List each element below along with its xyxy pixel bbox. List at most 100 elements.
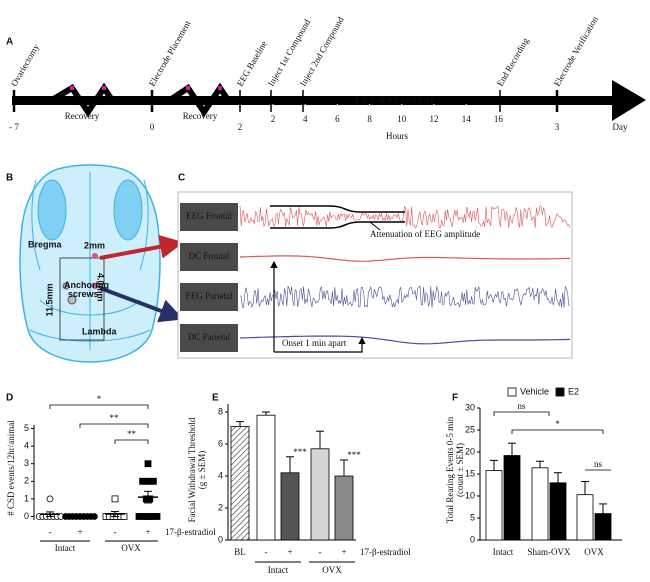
bar bbox=[594, 513, 612, 541]
x-tick-label: + bbox=[77, 527, 82, 537]
zigzag bbox=[50, 82, 115, 118]
trace-label: EEG Parietal bbox=[185, 291, 233, 301]
trace-label: EEG Frontal bbox=[186, 211, 232, 221]
y-tick-label: 5 bbox=[24, 423, 29, 433]
day-tick: 2 bbox=[238, 122, 243, 132]
y-tick-label: 25 bbox=[465, 424, 475, 434]
x-tick-label: + bbox=[145, 527, 150, 537]
group-label: OVX bbox=[322, 565, 342, 575]
y-tick-label: 0 bbox=[24, 511, 29, 521]
trace bbox=[239, 205, 571, 229]
marker bbox=[186, 86, 190, 90]
y-tick-label: 8 bbox=[218, 406, 223, 416]
skull-label: 11.5mm bbox=[44, 283, 54, 316]
onset-bracket bbox=[274, 336, 366, 353]
marker bbox=[218, 86, 222, 90]
skull-suture bbox=[29, 179, 151, 342]
y-axis-label: Total Rearing Events 0-5 min(count ± SEM… bbox=[445, 416, 465, 523]
bar bbox=[280, 472, 300, 541]
event-label: Ovariectomy bbox=[9, 42, 41, 88]
skull-diagram: B bbox=[6, 164, 184, 363]
panel-letter: B bbox=[6, 173, 13, 184]
y-tick-label: 2 bbox=[24, 476, 29, 486]
significance-bracket bbox=[49, 404, 149, 409]
hour-tick-label: 16 bbox=[494, 114, 504, 124]
arrow-frontal bbox=[99, 234, 184, 260]
significance-bracket bbox=[511, 429, 604, 434]
panel-letter: E bbox=[212, 393, 219, 404]
trace-frame bbox=[177, 191, 573, 359]
data-point bbox=[146, 495, 154, 503]
data-point bbox=[46, 495, 54, 503]
recording-label: E E G R e c o r d i n g bbox=[355, 95, 435, 105]
trace-label-box bbox=[180, 203, 238, 231]
hour-tick-label: 6 bbox=[335, 114, 340, 124]
day-label: Day bbox=[613, 122, 628, 132]
x-tick-label: + bbox=[341, 547, 346, 557]
timeline: A bbox=[6, 37, 646, 121]
y-tick-label: 1 bbox=[24, 493, 29, 503]
hours-label: Hours bbox=[386, 131, 408, 141]
treatment-label: 17-β-estradiol bbox=[165, 527, 216, 537]
legend-swatch bbox=[507, 387, 517, 397]
data-point bbox=[153, 513, 161, 520]
group-label: Intact bbox=[55, 543, 76, 553]
bar bbox=[531, 467, 549, 541]
event-label: Electrode Verification bbox=[552, 14, 600, 88]
x-tick-label: OVX bbox=[584, 547, 604, 557]
bar bbox=[576, 494, 594, 541]
x-tick-label: - bbox=[319, 547, 322, 557]
bar bbox=[230, 425, 250, 541]
y-tick-label: 4 bbox=[218, 470, 223, 480]
hour-tick-label: 12 bbox=[430, 114, 439, 124]
skull-feature bbox=[37, 179, 67, 241]
skull-label: 4.0mm bbox=[96, 273, 106, 302]
data-point bbox=[91, 513, 98, 520]
significance-label: ns bbox=[517, 401, 526, 411]
electrode bbox=[92, 253, 98, 259]
group-label: Intact bbox=[268, 565, 289, 575]
significance-bracket bbox=[114, 439, 149, 444]
trace bbox=[239, 335, 571, 345]
envelope bbox=[270, 205, 405, 229]
hour-tick-label: 4 bbox=[303, 114, 308, 124]
y-axis-label: # CSD events/12hr/animal bbox=[6, 420, 16, 516]
group-label: OVX bbox=[121, 543, 141, 553]
event-label: End Recording bbox=[495, 36, 531, 88]
measure-box bbox=[59, 257, 105, 341]
significance-label: * bbox=[97, 394, 102, 404]
timeline-arrowhead bbox=[612, 80, 646, 121]
significance-label: ns bbox=[594, 459, 603, 469]
x-tick-label: Intact bbox=[493, 547, 514, 557]
y-axis-label: Facial Withdrawal Threshold(g ± SEM) bbox=[187, 417, 207, 522]
bar bbox=[256, 414, 276, 541]
significance-label: ** bbox=[127, 429, 137, 439]
onset-label: Onset 1 min apart bbox=[282, 338, 347, 348]
treatment-label: 17-β-estradiol bbox=[360, 547, 411, 557]
day-tick: 0 bbox=[150, 122, 155, 132]
skull-label: Anchoring screws bbox=[64, 280, 109, 299]
arrow-parietal bbox=[99, 286, 184, 323]
significance-label: *** bbox=[347, 450, 361, 460]
data-point bbox=[149, 477, 157, 485]
significance-bracket bbox=[79, 423, 149, 428]
trace bbox=[239, 285, 571, 309]
legend-label: E2 bbox=[568, 386, 579, 396]
data-point bbox=[111, 495, 119, 503]
x-tick-label: - bbox=[114, 527, 117, 537]
skull-label: 2mm bbox=[84, 240, 105, 250]
trace-label-box bbox=[180, 243, 238, 271]
marker bbox=[70, 86, 74, 90]
x-tick-label: - bbox=[265, 547, 268, 557]
x-tick-label: Sham-OVX bbox=[528, 547, 571, 557]
trace-label-box bbox=[180, 324, 238, 352]
hour-tick-label: 10 bbox=[397, 114, 407, 124]
callout bbox=[369, 221, 381, 231]
y-tick-label: 0 bbox=[470, 534, 475, 544]
trace-label: DC Parietal bbox=[188, 332, 231, 342]
phase-label: Recovery bbox=[183, 111, 218, 121]
hour-tick-label: 2 bbox=[271, 114, 276, 124]
panel-letter: F bbox=[452, 393, 458, 404]
skull-label: Bregma bbox=[28, 239, 63, 249]
